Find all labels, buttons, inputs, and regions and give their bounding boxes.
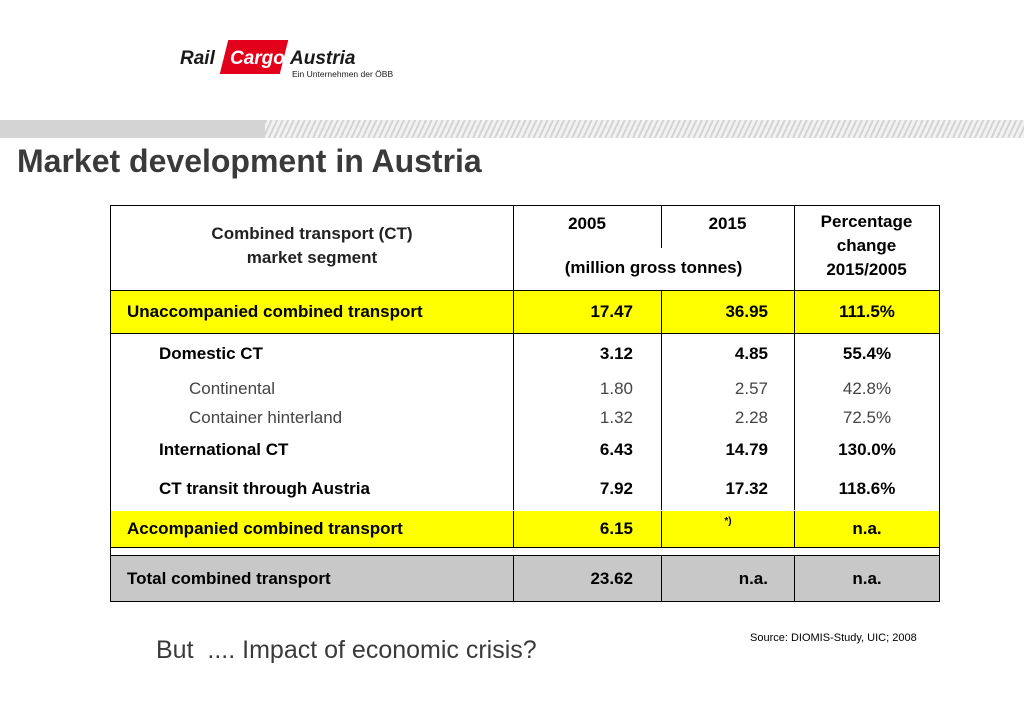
header-band-hatch — [265, 120, 1024, 138]
value-2005: 1.32 — [513, 404, 661, 432]
divider — [794, 206, 795, 290]
value-pct: 42.8% — [794, 374, 939, 404]
pct-change-header: Percentage change 2015/2005 — [794, 210, 939, 282]
value-2015: 36.95 — [661, 291, 794, 333]
segment-header-line2: market segment — [246, 248, 378, 267]
table-row: Continental 1.80 2.57 42.8% — [111, 374, 939, 404]
table-row: Container hinterland 1.32 2.28 72.5% — [111, 404, 939, 432]
value-2005: 7.92 — [513, 468, 661, 510]
row-label: Total combined transport — [127, 568, 331, 588]
row-label: Accompanied combined transport — [127, 519, 403, 538]
value-pct: 72.5% — [794, 404, 939, 432]
value-2015: *) — [661, 511, 794, 547]
value-2015: 4.85 — [661, 334, 794, 374]
year-2005-header: 2005 — [568, 214, 606, 233]
row-label: Container hinterland — [189, 408, 343, 427]
value-pct: 130.0% — [794, 432, 939, 468]
table-row: Domestic CT 3.12 4.85 55.4% — [111, 334, 939, 374]
value-2015: 17.32 — [661, 468, 794, 510]
pct-header-line1: Percentage — [820, 212, 913, 231]
segment-header: Combined transport (CT) market segment — [111, 222, 513, 270]
value-pct: 118.6% — [794, 468, 939, 510]
value-2015: n.a. — [661, 556, 794, 601]
value-pct: 111.5% — [794, 291, 939, 333]
value-2015: 14.79 — [661, 432, 794, 468]
row-label: Continental — [189, 379, 276, 398]
market-table: Combined transport (CT) market segment 2… — [110, 205, 940, 602]
table-row: CT transit through Austria 7.92 17.32 11… — [111, 468, 939, 510]
source-note: Source: DIOMIS-Study, UIC; 2008 — [750, 632, 917, 644]
logo-austria-text: Austria — [290, 48, 356, 69]
table-row: Accompanied combined transport 6.15 *) n… — [111, 511, 939, 547]
year-2015-header: 2015 — [708, 214, 747, 233]
closing-question: But .... Impact of economic crisis? — [156, 636, 537, 664]
divider — [661, 206, 662, 248]
footnote-marker: *) — [724, 515, 732, 527]
value-2005: 6.15 — [513, 511, 661, 547]
row-label: Unaccompanied combined transport — [127, 302, 423, 321]
value-pct: n.a. — [794, 556, 939, 601]
logo-rail-text: Rail — [180, 48, 215, 69]
row-label: Domestic CT — [159, 344, 263, 363]
table-header-row: Combined transport (CT) market segment 2… — [111, 206, 939, 290]
value-2015: 2.28 — [661, 404, 794, 432]
table-row-total: Total combined transport 23.62 n.a. n.a. — [111, 556, 939, 601]
value-pct: n.a. — [794, 511, 939, 547]
divider — [111, 547, 939, 548]
value-2005: 23.62 — [513, 556, 661, 601]
row-label: International CT — [159, 440, 289, 459]
value-2005: 17.47 — [513, 291, 661, 333]
units-header: (million gross tonnes) — [564, 258, 743, 277]
logo-subtitle: Ein Unternehmen der ÖBB — [292, 69, 394, 79]
table-row: Unaccompanied combined transport 17.47 3… — [111, 291, 939, 333]
logo-cargo-text: Cargo — [230, 48, 285, 69]
value-2015: 2.57 — [661, 374, 794, 404]
value-2005: 1.80 — [513, 374, 661, 404]
divider — [513, 206, 514, 290]
pct-header-line2: change — [836, 236, 897, 255]
value-2005: 6.43 — [513, 432, 661, 468]
value-2005: 3.12 — [513, 334, 661, 374]
page-title: Market development in Austria — [17, 143, 482, 179]
divider — [111, 333, 939, 334]
divider — [111, 290, 939, 291]
segment-header-line1: Combined transport (CT) — [211, 224, 413, 243]
row-label: CT transit through Austria — [159, 479, 370, 498]
pct-header-line3: 2015/2005 — [826, 260, 907, 279]
table-row: International CT 6.43 14.79 130.0% — [111, 432, 939, 468]
divider — [111, 555, 939, 556]
value-pct: 55.4% — [794, 334, 939, 374]
